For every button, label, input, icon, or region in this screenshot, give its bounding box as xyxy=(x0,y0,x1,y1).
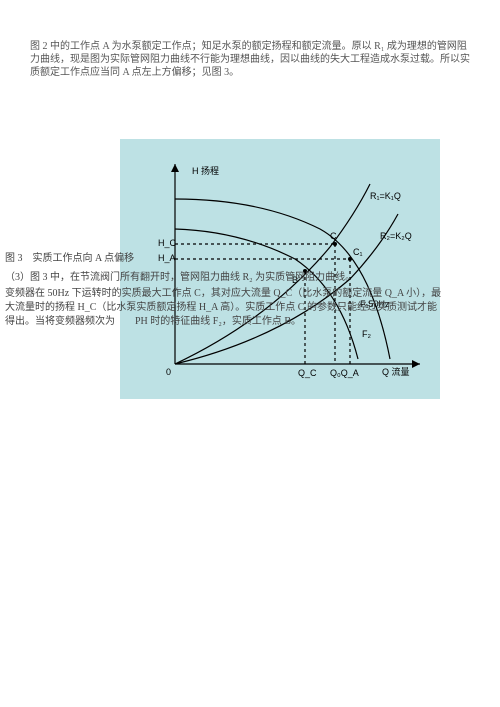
paragraph-3: （3）图 3 中，在节流阀门所有翻开时，管网阻力曲线 R₂ 为实质管网阻力曲线。 xyxy=(5,271,445,285)
label-y-axis: H 扬程 xyxy=(192,165,219,176)
label-r2: R₂=K₂Q xyxy=(380,231,412,241)
label-ha: H_A xyxy=(158,253,176,263)
label-qc: Q_C xyxy=(298,368,317,378)
x-axis-arrow xyxy=(412,360,420,368)
label-x-axis: Q 流量 xyxy=(382,366,410,377)
paragraph-4: 变频器在 50Hz 下运转时的实质最大工作点 C，其对应大流量 Q_C（比水泵的… xyxy=(5,287,445,329)
point-c1 xyxy=(348,257,352,261)
figure-3: H 扬程 Q 流量 0 R₁=K₁Q R₂=K₂Q F₁50Hz F₂ H_A … xyxy=(60,139,440,399)
paragraph-top: 图 2 中的工作点 A 为水泵额定工作点；知足水泵的额定扬程和额定流量。原以 R… xyxy=(30,40,470,79)
label-c: C xyxy=(330,231,337,241)
label-c1: C₁ xyxy=(353,247,363,257)
chart-svg: H 扬程 Q 流量 0 R₁=K₁Q R₂=K₂Q F₁50Hz F₂ H_A … xyxy=(120,139,440,399)
label-r1: R₁=K₁Q xyxy=(370,191,401,201)
point-c xyxy=(333,242,337,246)
figure-caption: 图 3 实质工作点向 A 点偏移 xyxy=(5,249,134,264)
label-origin: 0 xyxy=(166,367,171,377)
chart-area: H 扬程 Q 流量 0 R₁=K₁Q R₂=K₂Q F₁50Hz F₂ H_A … xyxy=(120,139,440,399)
label-f2: F₂ xyxy=(362,329,371,339)
label-qqa: Q₀Q_A xyxy=(330,368,359,378)
label-hc: H_C xyxy=(158,238,177,248)
y-axis-arrow xyxy=(171,164,179,172)
